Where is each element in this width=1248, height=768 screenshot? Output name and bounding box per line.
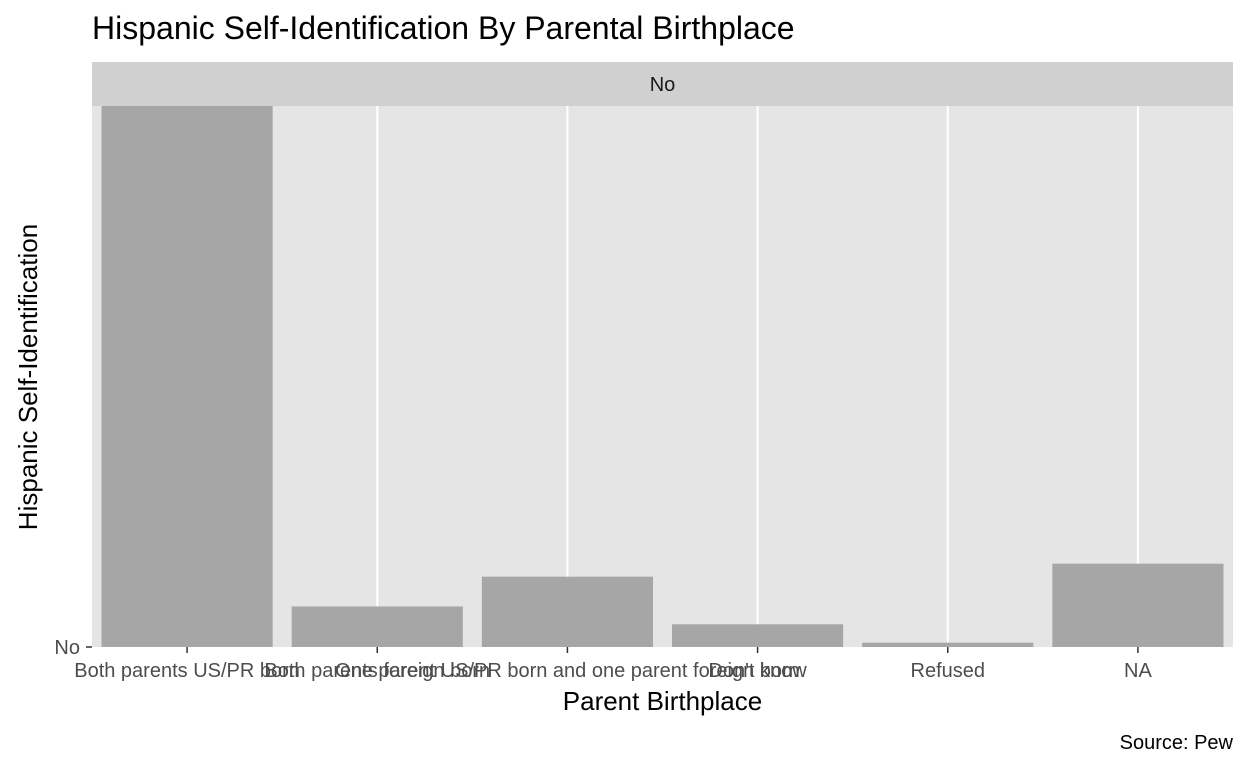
y-axis-label: Hispanic Self-Identification	[13, 224, 43, 530]
bar	[481, 576, 653, 647]
y-tick-label: No	[54, 637, 80, 659]
x-axis-label: Parent Birthplace	[563, 686, 762, 716]
facet-strip-label: No	[650, 74, 676, 96]
x-tick-label: Both parents foreign born	[264, 660, 490, 682]
x-tick-label: NA	[1124, 660, 1152, 682]
x-tick-label: One parent US/PR born and one parent for…	[335, 660, 800, 682]
facet-strip	[92, 62, 1233, 106]
bar	[672, 624, 844, 647]
x-tick-label: Refused	[911, 660, 986, 682]
bar	[291, 606, 463, 647]
bar	[1052, 563, 1224, 647]
caption: Source: Pew	[1120, 732, 1234, 754]
chart-title: Hispanic Self-Identification By Parental…	[92, 10, 795, 46]
plot-panel	[92, 106, 1233, 647]
bar	[101, 106, 273, 647]
bars	[101, 106, 1224, 647]
x-tick-label: Both parents US/PR born	[74, 660, 300, 682]
bar	[862, 642, 1034, 647]
x-tick-label: Don't know	[708, 660, 807, 682]
